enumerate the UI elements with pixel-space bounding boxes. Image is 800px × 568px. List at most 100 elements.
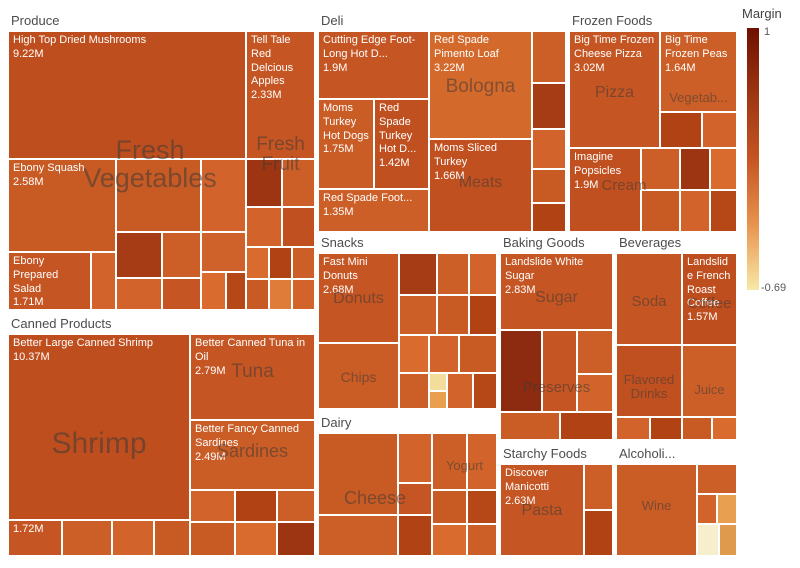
treemap-cell[interactable] xyxy=(318,343,399,409)
treemap-cell[interactable] xyxy=(532,169,566,203)
treemap-cell[interactable] xyxy=(190,490,235,522)
treemap-cell-moms-turkey-hot-dogs[interactable]: Moms Turkey Hot Dogs 1.75M xyxy=(318,99,374,189)
treemap-cell[interactable] xyxy=(459,335,497,373)
treemap-cell[interactable]: 1.72M xyxy=(8,520,62,556)
treemap-cell[interactable] xyxy=(532,203,566,232)
treemap-cell-better-fancy-canned-sardines[interactable]: Better Fancy Canned Sardines 2.49M xyxy=(190,420,315,490)
treemap-cell-cutting-edge-foot-long-hot-d[interactable]: Cutting Edge Foot-Long Hot D... 1.9M xyxy=(318,31,429,99)
treemap-cell[interactable] xyxy=(292,279,315,310)
treemap-cell-ebony-squash[interactable]: Ebony Squash 2.58M xyxy=(8,159,116,252)
treemap-cell-moms-sliced-turkey[interactable]: Moms Sliced Turkey 1.66M xyxy=(429,139,532,232)
treemap-cell[interactable] xyxy=(719,524,737,556)
treemap-cell[interactable] xyxy=(318,433,398,515)
treemap-cell[interactable] xyxy=(432,490,467,524)
treemap-cell[interactable] xyxy=(577,374,613,412)
treemap-cell[interactable] xyxy=(269,247,292,279)
treemap-cell[interactable] xyxy=(399,253,437,295)
treemap-cell[interactable] xyxy=(399,295,437,335)
treemap-cell[interactable] xyxy=(201,272,226,310)
treemap-cell[interactable] xyxy=(467,433,497,490)
group-header-beverages[interactable]: Beverages xyxy=(616,232,737,253)
treemap-cell[interactable] xyxy=(112,520,154,556)
group-header-baking-goods[interactable]: Baking Goods xyxy=(500,232,613,253)
treemap-cell[interactable] xyxy=(469,295,497,335)
treemap-cell-landslide-white-sugar[interactable]: Landslide White Sugar 2.83M xyxy=(500,253,613,330)
treemap-cell[interactable] xyxy=(532,129,566,169)
treemap-cell[interactable] xyxy=(399,335,429,373)
group-header-produce[interactable]: Produce xyxy=(8,10,315,31)
treemap-cell[interactable] xyxy=(641,148,680,190)
treemap-cell[interactable] xyxy=(162,232,201,278)
treemap-cell[interactable] xyxy=(292,247,315,279)
treemap-cell[interactable] xyxy=(398,515,432,556)
group-header-frozen-foods[interactable]: Frozen Foods xyxy=(569,10,737,31)
treemap-cell[interactable] xyxy=(660,112,702,148)
treemap-cell[interactable] xyxy=(473,373,497,409)
treemap-cell[interactable] xyxy=(641,190,680,232)
treemap-cell-fast-mini-donuts[interactable]: Fast Mini Donuts 2.68M xyxy=(318,253,399,343)
treemap-cell[interactable] xyxy=(235,522,277,556)
treemap-cell[interactable] xyxy=(246,159,282,207)
treemap-cell[interactable] xyxy=(467,490,497,524)
treemap-cell[interactable] xyxy=(710,190,737,232)
treemap-cell-better-canned-tuna-in-oil[interactable]: Better Canned Tuna in Oil 2.79M xyxy=(190,334,315,420)
treemap-cell[interactable] xyxy=(116,159,201,232)
treemap-cell[interactable] xyxy=(235,490,277,522)
treemap-cell-landslide-french-roast-coffee[interactable]: Landslide French Roast Coffee 1.57M xyxy=(682,253,737,345)
treemap-cell[interactable] xyxy=(91,252,116,310)
treemap-cell[interactable] xyxy=(447,373,473,409)
treemap-cell-big-time-frozen-peas[interactable]: Big Time Frozen Peas 1.64M xyxy=(660,31,737,112)
treemap-cell-imagine-popsicles[interactable]: Imagine Popsicles 1.9M xyxy=(569,148,641,232)
treemap-cell[interactable] xyxy=(269,279,292,310)
treemap-cell[interactable] xyxy=(437,253,469,295)
treemap-cell[interactable] xyxy=(282,159,315,207)
treemap-cell[interactable] xyxy=(154,520,190,556)
treemap-cell[interactable] xyxy=(398,483,432,515)
treemap-cell[interactable] xyxy=(682,345,737,417)
treemap-cell[interactable] xyxy=(697,494,717,524)
treemap-cell[interactable] xyxy=(246,207,282,247)
group-header-alcoholi[interactable]: Alcoholi... xyxy=(616,443,737,464)
treemap-cell-red-spade-foot[interactable]: Red Spade Foot... 1.35M xyxy=(318,189,429,232)
treemap-cell[interactable] xyxy=(697,524,719,556)
treemap-cell[interactable] xyxy=(432,433,467,490)
treemap-cell-ebony-prepared-salad[interactable]: Ebony Prepared Salad 1.71M xyxy=(8,252,91,310)
treemap-cell[interactable] xyxy=(616,253,682,345)
treemap-cell-better-large-canned-shrimp[interactable]: Better Large Canned Shrimp 10.37M xyxy=(8,334,190,520)
treemap-cell[interactable] xyxy=(542,330,577,412)
group-header-starchy-foods[interactable]: Starchy Foods xyxy=(500,443,613,464)
treemap-cell[interactable] xyxy=(616,417,650,440)
treemap-cell[interactable] xyxy=(577,330,613,374)
treemap-cell[interactable] xyxy=(201,232,246,272)
treemap-cell[interactable] xyxy=(467,524,497,556)
treemap-cell[interactable] xyxy=(246,247,269,279)
treemap-cell[interactable] xyxy=(201,159,246,232)
treemap-cell[interactable] xyxy=(282,207,315,247)
treemap-cell-red-spade-pimento-loaf[interactable]: Red Spade Pimento Loaf 3.22M xyxy=(429,31,532,139)
treemap-cell[interactable] xyxy=(680,190,710,232)
treemap-cell-discover-manicotti[interactable]: Discover Manicotti 2.63M xyxy=(500,464,584,556)
treemap-cell[interactable] xyxy=(432,524,467,556)
treemap-cell[interactable] xyxy=(190,522,235,556)
treemap-cell[interactable] xyxy=(429,335,459,373)
treemap-cell[interactable] xyxy=(682,417,712,440)
treemap-cell[interactable] xyxy=(702,112,737,148)
group-header-dairy[interactable]: Dairy xyxy=(318,412,497,433)
treemap-cell[interactable] xyxy=(650,417,682,440)
treemap-cell[interactable] xyxy=(437,295,469,335)
treemap-cell[interactable] xyxy=(500,330,542,412)
treemap-cell[interactable] xyxy=(398,433,432,483)
treemap-cell[interactable] xyxy=(162,278,201,310)
treemap-cell[interactable] xyxy=(710,148,737,190)
treemap-cell[interactable] xyxy=(616,464,697,556)
treemap-cell[interactable] xyxy=(116,232,162,278)
treemap-cell[interactable] xyxy=(532,83,566,129)
treemap-cell[interactable] xyxy=(62,520,112,556)
treemap-cell[interactable] xyxy=(500,412,560,440)
treemap-cell[interactable] xyxy=(246,279,269,310)
treemap-cell[interactable] xyxy=(116,278,162,310)
treemap-cell[interactable] xyxy=(226,272,246,310)
treemap-cell[interactable] xyxy=(560,412,613,440)
treemap-cell[interactable] xyxy=(469,253,497,295)
treemap-cell[interactable] xyxy=(399,373,429,409)
